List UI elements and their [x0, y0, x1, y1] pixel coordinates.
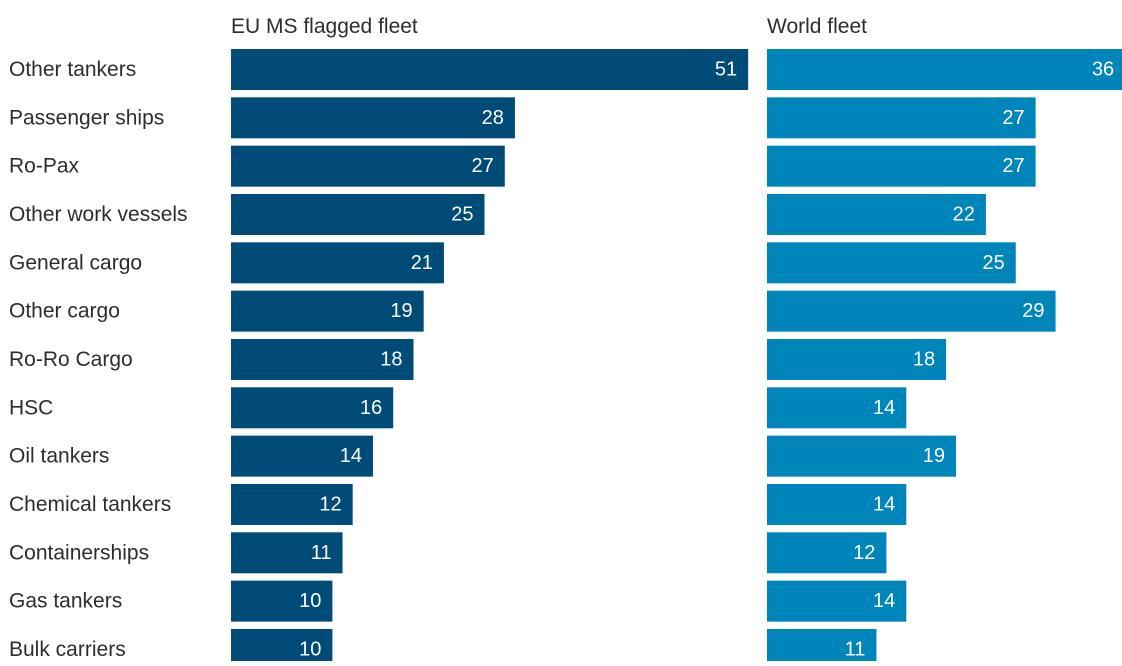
- data-label: 36: [1092, 59, 1114, 81]
- category-label: Ro-Pax: [9, 155, 80, 178]
- category-label: Gas tankers: [9, 590, 122, 613]
- data-label: 10: [299, 638, 321, 660]
- bar: [767, 290, 1056, 332]
- data-label: 27: [472, 155, 494, 177]
- bar: [231, 338, 414, 380]
- panel-world-fleet: World fleet 36 27 27 22 25 29 18 14 19 14 12 14 11: [767, 15, 1122, 666]
- data-label: 29: [1022, 300, 1044, 322]
- data-label: 12: [853, 542, 875, 564]
- category-label: Other cargo: [9, 300, 120, 323]
- bar: [231, 483, 353, 525]
- data-label: 14: [340, 445, 362, 467]
- panel-title: EU MS flagged fleet: [231, 15, 418, 38]
- data-label: 22: [953, 203, 975, 225]
- category-label: Other tankers: [9, 58, 136, 81]
- data-label: 18: [380, 348, 402, 370]
- bar: [767, 242, 1016, 284]
- category-label: Other work vessels: [9, 203, 188, 226]
- data-label: 18: [913, 348, 935, 370]
- bar: [767, 49, 1122, 90]
- bar: [767, 145, 1036, 187]
- bar: [231, 242, 444, 284]
- bar: [231, 387, 394, 429]
- category-label: Oil tankers: [9, 445, 109, 468]
- bar: [767, 435, 957, 477]
- data-label: 19: [923, 445, 945, 467]
- bar: [231, 532, 343, 574]
- category-label: Containerships: [9, 541, 149, 564]
- bar: [767, 97, 1036, 139]
- panel-title: World fleet: [767, 15, 867, 38]
- category-label: HSC: [9, 396, 53, 419]
- data-label: 25: [983, 252, 1005, 274]
- bar: [767, 387, 907, 429]
- category-label: Passenger ships: [9, 106, 164, 129]
- data-label: 14: [873, 397, 895, 419]
- bar: [231, 290, 424, 332]
- data-label: 19: [390, 300, 412, 322]
- data-label: 27: [1002, 107, 1024, 129]
- data-label: 25: [451, 203, 473, 225]
- data-label: 12: [319, 493, 341, 515]
- bar: [767, 483, 907, 525]
- bar: [231, 193, 485, 235]
- data-label: 28: [482, 107, 504, 129]
- category-label: Ro-Ro Cargo: [9, 348, 133, 371]
- category-label: General cargo: [9, 251, 142, 274]
- data-label: 51: [715, 59, 737, 81]
- bar: [231, 145, 505, 187]
- category-label: Bulk carriers: [9, 638, 126, 661]
- data-label: 11: [845, 638, 866, 660]
- data-label: 14: [873, 493, 895, 515]
- data-label: 21: [411, 252, 433, 274]
- data-label: 27: [1002, 155, 1024, 177]
- data-label: 16: [360, 397, 382, 419]
- bar: [767, 532, 887, 574]
- bar: [231, 435, 373, 477]
- category-labels: Other tankers Passenger ships Ro-Pax Other …: [9, 58, 188, 661]
- bar: [231, 97, 515, 139]
- bar: [767, 580, 907, 622]
- bar: [231, 49, 749, 90]
- data-label: 14: [873, 590, 895, 612]
- panel-eu-ms-flagged-fleet: EU MS flagged fleet 51 28 27 25 21 19 18 16 14 12 1…: [231, 15, 749, 666]
- bar: [767, 193, 986, 235]
- bar: [767, 628, 877, 666]
- category-label: Chemical tankers: [9, 493, 171, 516]
- bar: [231, 628, 333, 666]
- bar: [231, 580, 333, 622]
- data-label: 11: [311, 542, 332, 564]
- data-label: 10: [299, 590, 321, 612]
- bar: [767, 338, 947, 380]
